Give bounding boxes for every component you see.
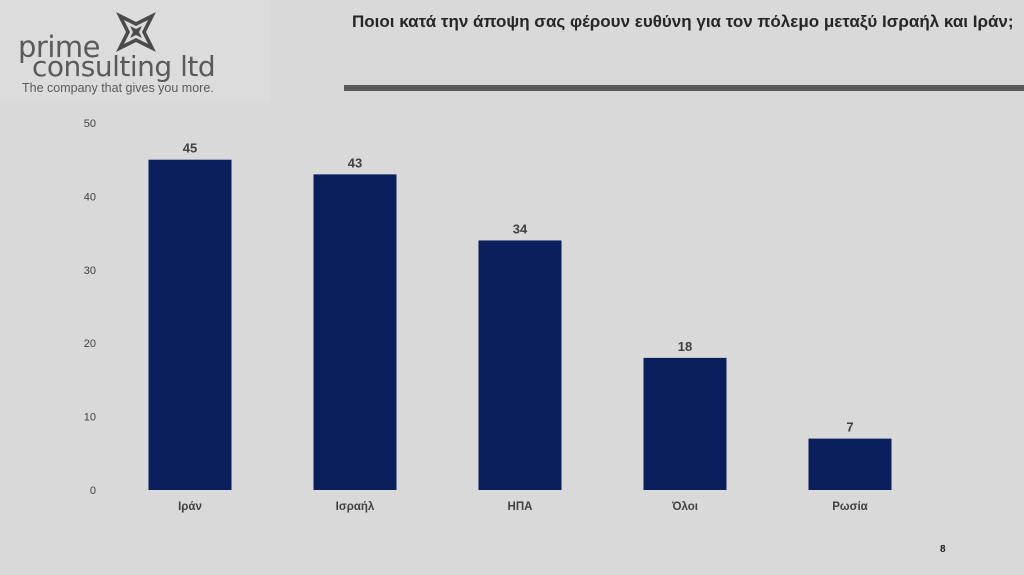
data-label: 45	[183, 141, 197, 156]
y-tick-label: 10	[84, 412, 96, 424]
y-tick-label: 50	[84, 118, 96, 130]
chart-title: Ποιοι κατά την άποψη σας φέρουν ευθύνη γ…	[352, 12, 1014, 31]
x-tick-label: Όλοι	[671, 501, 698, 513]
y-tick-label: 20	[84, 338, 96, 350]
bar	[478, 240, 562, 490]
page-number: 8	[940, 544, 946, 555]
title-divider	[344, 85, 1024, 91]
data-label: 34	[513, 221, 528, 236]
logo-tagline: The company that gives you more.	[22, 81, 214, 95]
data-label: 18	[678, 339, 692, 354]
data-label: 7	[846, 420, 853, 435]
bar	[643, 357, 727, 490]
bar	[148, 159, 232, 490]
bar	[313, 174, 397, 490]
logo: prime consulting ltd The company that gi…	[0, 0, 270, 103]
logo-star-icon	[116, 12, 156, 52]
x-tick-label: ΗΠΑ	[508, 501, 533, 513]
bar	[808, 438, 892, 490]
logo-text-prime: prime	[18, 30, 100, 64]
y-tick-label: 0	[90, 485, 96, 497]
x-tick-label: Ισραήλ	[336, 501, 375, 513]
x-tick-label: Ρωσία	[832, 501, 868, 513]
logo-text-consulting: consulting ltd	[32, 50, 216, 83]
x-tick-label: Ιράν	[178, 501, 202, 513]
y-tick-label: 30	[84, 265, 96, 277]
data-label: 43	[348, 155, 362, 170]
y-tick-label: 40	[84, 191, 96, 203]
